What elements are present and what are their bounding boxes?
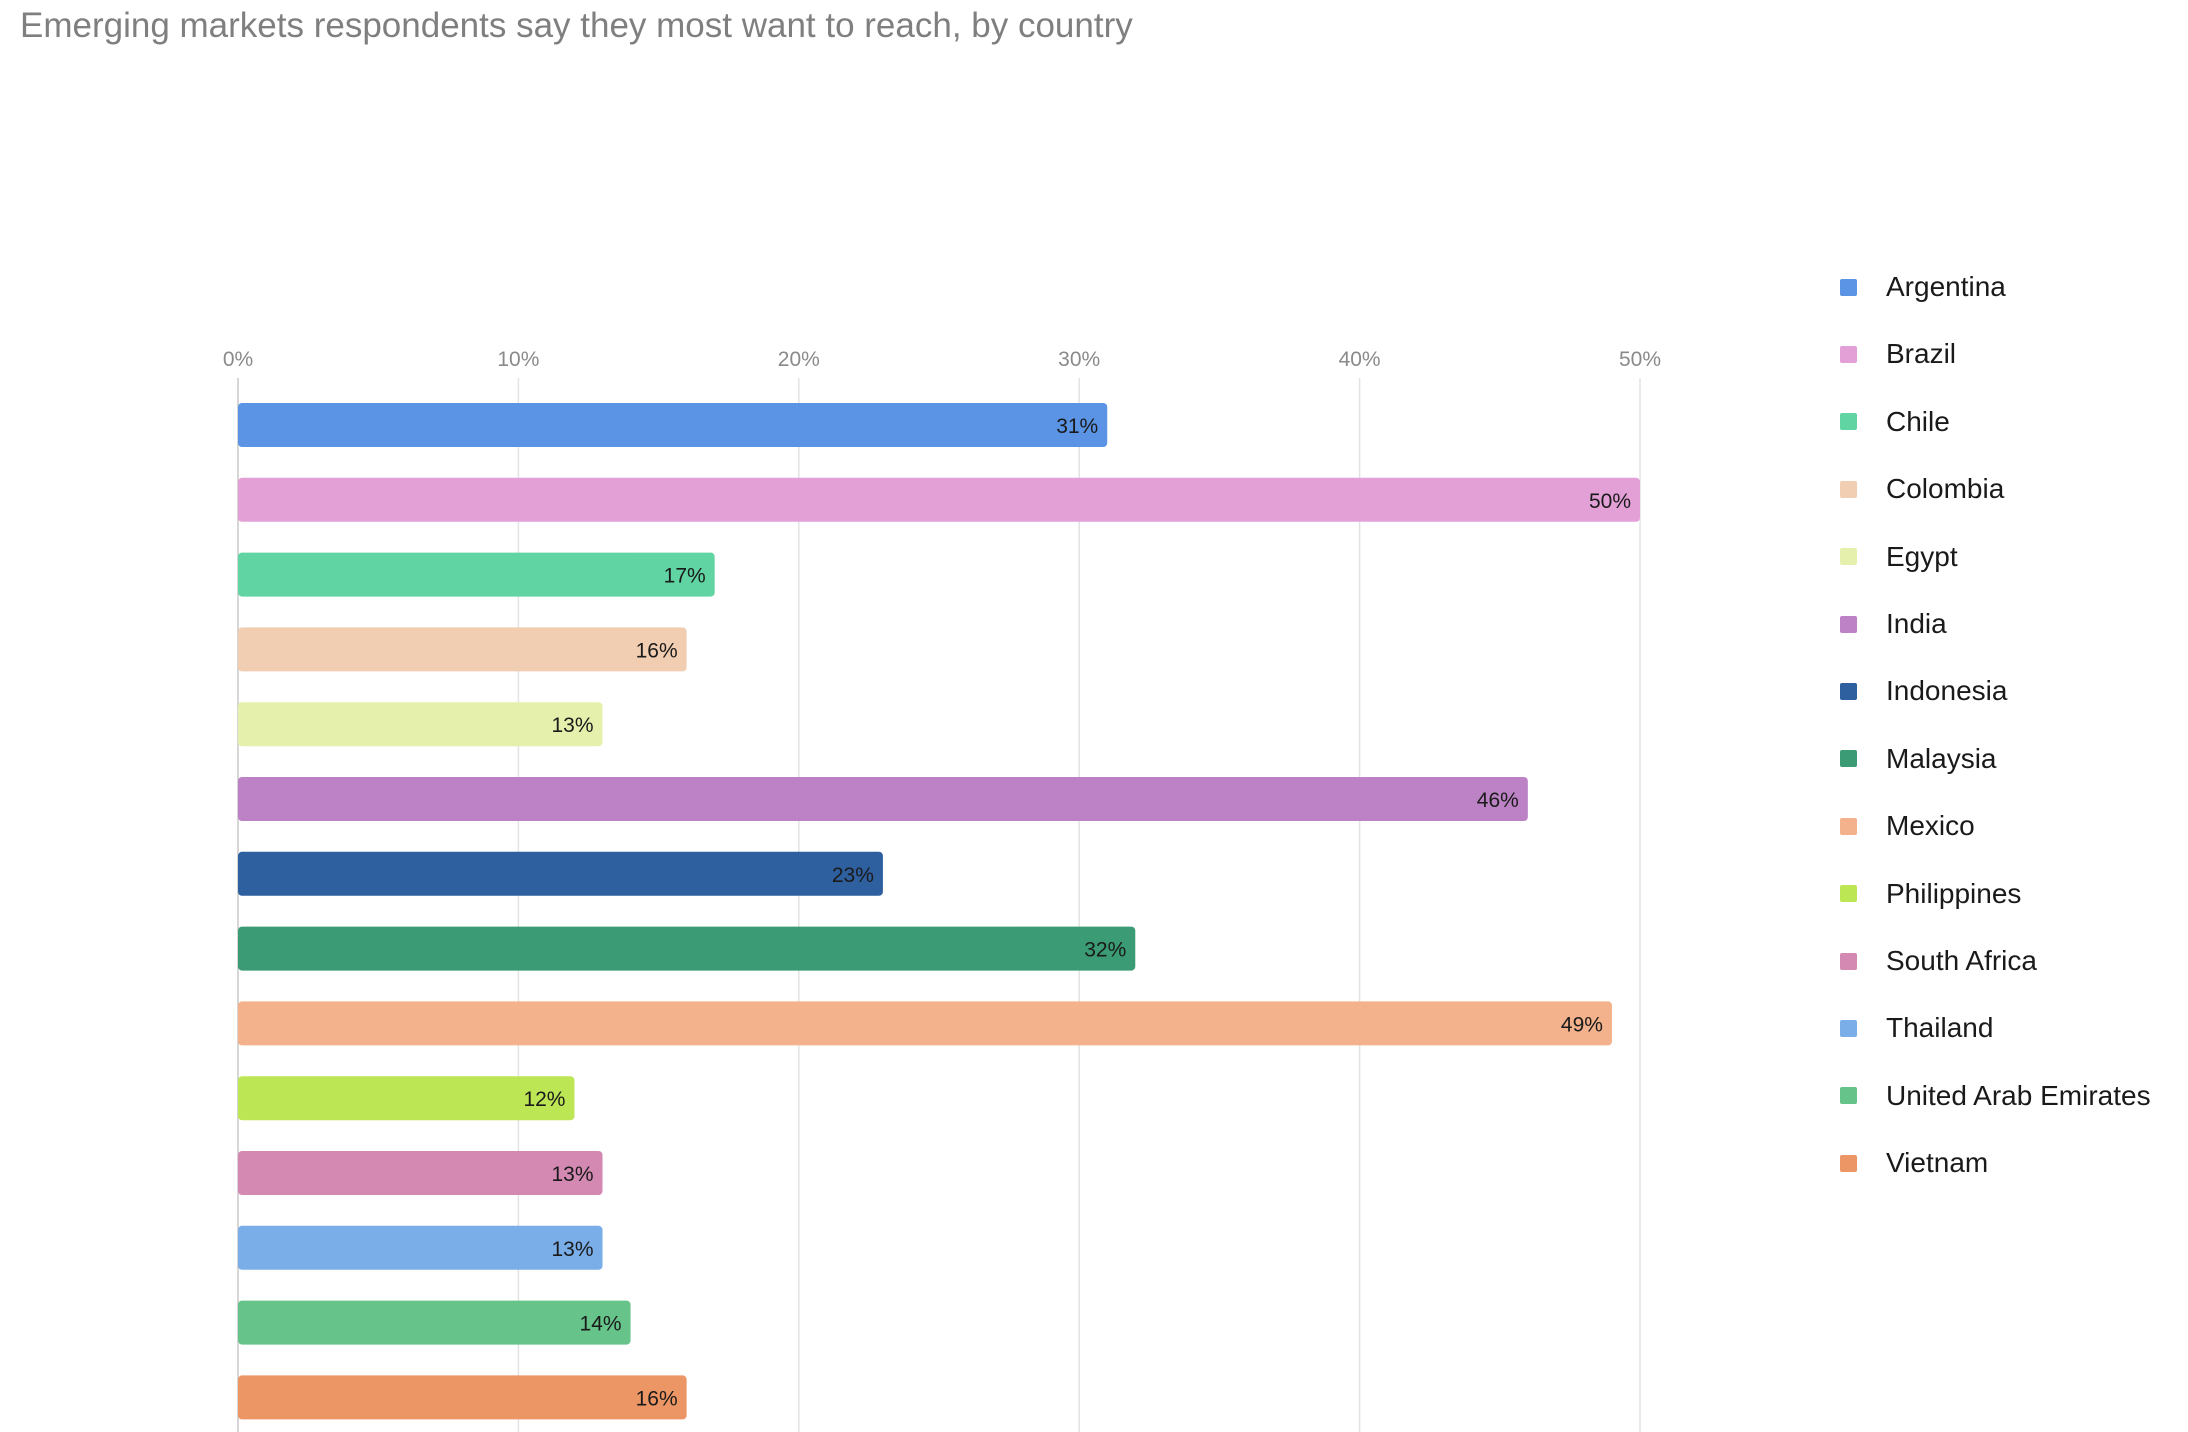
legend-swatch: [1840, 278, 1857, 296]
legend-item: Colombia: [1840, 469, 2004, 509]
legend-swatch: [1840, 615, 1857, 633]
legend-swatch: [1840, 548, 1857, 566]
bar: [238, 552, 715, 597]
legend-item: Chile: [1840, 402, 1950, 442]
bar-value-label: 50%: [1589, 490, 1631, 513]
legend-label: Malaysia: [1886, 742, 1997, 774]
bar: [238, 702, 603, 747]
legend-item: Malaysia: [1840, 739, 1996, 779]
bar: [238, 403, 1108, 447]
bar-value-label: 14%: [580, 1313, 622, 1336]
bar: [238, 1001, 1612, 1046]
legend-swatch: [1840, 1154, 1857, 1172]
bar: [238, 1151, 603, 1195]
legend-label: South Africa: [1886, 945, 2037, 976]
legend-label: Egypt: [1886, 540, 1958, 572]
bar-value-label: 17%: [664, 565, 706, 588]
legend-item: Argentina: [1840, 267, 2006, 307]
bar: [238, 1225, 603, 1270]
bar-value-label: 23%: [832, 864, 874, 887]
legend-item: Brazil: [1840, 334, 1956, 374]
bar: [238, 627, 687, 672]
legend-item: Vietnam: [1840, 1143, 1988, 1183]
chart-title: Emerging markets respondents say they mo…: [20, 6, 1133, 45]
legend-label: Brazil: [1886, 338, 1957, 370]
legend-label: Argentina: [1886, 271, 2006, 302]
legend-label: Indonesia: [1886, 675, 2008, 707]
legend-swatch: [1840, 345, 1857, 363]
legend-label: Colombia: [1886, 473, 2005, 505]
bar-value-label: 13%: [551, 1163, 593, 1186]
legend-item: Thailand: [1840, 1008, 1993, 1048]
x-tick-label: 10%: [497, 348, 539, 371]
bar-value-label: 16%: [636, 1387, 678, 1410]
legend-swatch: [1840, 413, 1857, 431]
x-tick-label: 50%: [1619, 348, 1661, 371]
x-tick-label: 30%: [1058, 348, 1100, 371]
legend-swatch: [1840, 817, 1857, 835]
legend-swatch: [1840, 1087, 1857, 1105]
legend-label: Chile: [1886, 405, 1950, 437]
bar-value-label: 46%: [1477, 789, 1519, 812]
legend-label: Vietnam: [1886, 1147, 1989, 1179]
bar: [238, 477, 1640, 522]
bar-value-label: 31%: [1056, 415, 1098, 438]
legend-item: India: [1840, 604, 1947, 644]
bar-value-label: 12%: [523, 1088, 565, 1111]
bar-value-label: 49%: [1561, 1013, 1603, 1036]
x-tick-label: 0%: [223, 348, 253, 371]
legend-item: United Arab Emirates: [1840, 1076, 2151, 1116]
bar: [238, 1076, 575, 1121]
bar: [238, 1300, 631, 1345]
bar: [238, 777, 1528, 821]
legend-swatch: [1840, 480, 1857, 498]
legend-item: Egypt: [1840, 537, 1958, 577]
bar: [238, 851, 883, 896]
x-tick-label: 40%: [1339, 348, 1381, 371]
legend-item: South Africa: [1840, 941, 2037, 981]
legend-swatch: [1840, 682, 1857, 700]
bar-value-label: 16%: [636, 639, 678, 662]
legend-label: Philippines: [1886, 877, 2022, 909]
legend-swatch: [1840, 750, 1857, 768]
bar: [238, 926, 1136, 971]
legend-swatch: [1840, 885, 1857, 903]
x-tick-label: 20%: [778, 348, 820, 371]
bar-value-label: 13%: [551, 714, 593, 737]
bar: [238, 1375, 687, 1420]
legend-label: Thailand: [1886, 1012, 1994, 1044]
legend-swatch: [1840, 1019, 1857, 1037]
bar-value-label: 13%: [551, 1238, 593, 1261]
legend-item: Mexico: [1840, 806, 1975, 846]
legend-label: India: [1886, 608, 1947, 639]
legend-item: Philippines: [1840, 874, 2021, 914]
legend-label: United Arab Emirates: [1886, 1079, 2151, 1111]
bar-value-label: 32%: [1084, 939, 1126, 962]
legend-item: Indonesia: [1840, 671, 2007, 711]
legend-label: Mexico: [1886, 810, 1975, 842]
legend-swatch: [1840, 952, 1857, 970]
